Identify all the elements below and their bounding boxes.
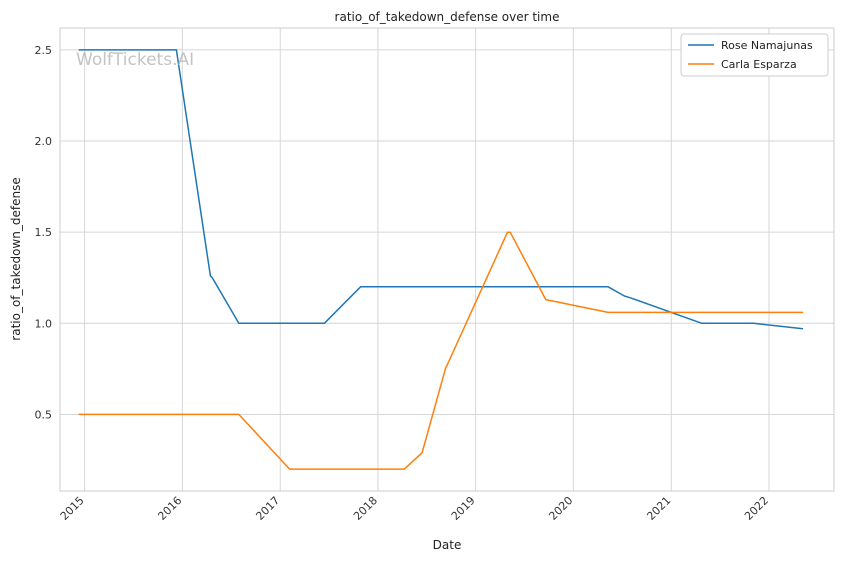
- y-tick-label: 0.5: [35, 408, 53, 421]
- legend-box: [680, 33, 829, 77]
- legend-label-carla-esparza: Carla Esparza: [721, 58, 797, 71]
- x-tick-label: 2021: [644, 494, 673, 523]
- x-axis-ticks: 2015 2016 2017 2018 2019 2020 2021 2022: [58, 494, 771, 523]
- x-tick-label: 2016: [155, 494, 184, 523]
- x-axis-label: Date: [433, 538, 462, 552]
- y-tick-label: 2.0: [35, 135, 53, 148]
- y-tick-label: 1.0: [35, 317, 53, 330]
- plot-background: [60, 28, 834, 491]
- y-tick-label: 1.5: [35, 226, 53, 239]
- y-axis-ticks: 0.5 1.0 1.5 2.0 2.5: [35, 44, 53, 422]
- x-tick-label: 2020: [546, 494, 575, 523]
- grid: [60, 28, 834, 491]
- series-layer: [78, 49, 804, 470]
- y-tick-label: 2.5: [35, 44, 53, 57]
- watermark: WolfTickets.AI: [76, 50, 194, 70]
- x-tick-label: 2017: [253, 494, 282, 523]
- x-tick-label: 2018: [351, 494, 380, 523]
- x-tick-label: 2015: [58, 494, 87, 523]
- legend-label-rose-namajunas: Rose Namajunas: [721, 39, 813, 52]
- y-axis-label: ratio_of_takedown_defense: [9, 177, 23, 340]
- legend: Rose Namajunas Carla Esparza: [680, 33, 829, 77]
- series-line-rose-namajunas: [78, 49, 804, 330]
- series-line-carla-esparza: [78, 231, 803, 470]
- chart-title: ratio_of_takedown_defense over time: [335, 10, 560, 24]
- x-tick-label: 2022: [742, 494, 771, 523]
- x-tick-label: 2019: [449, 494, 478, 523]
- plot-frame: [59, 27, 835, 492]
